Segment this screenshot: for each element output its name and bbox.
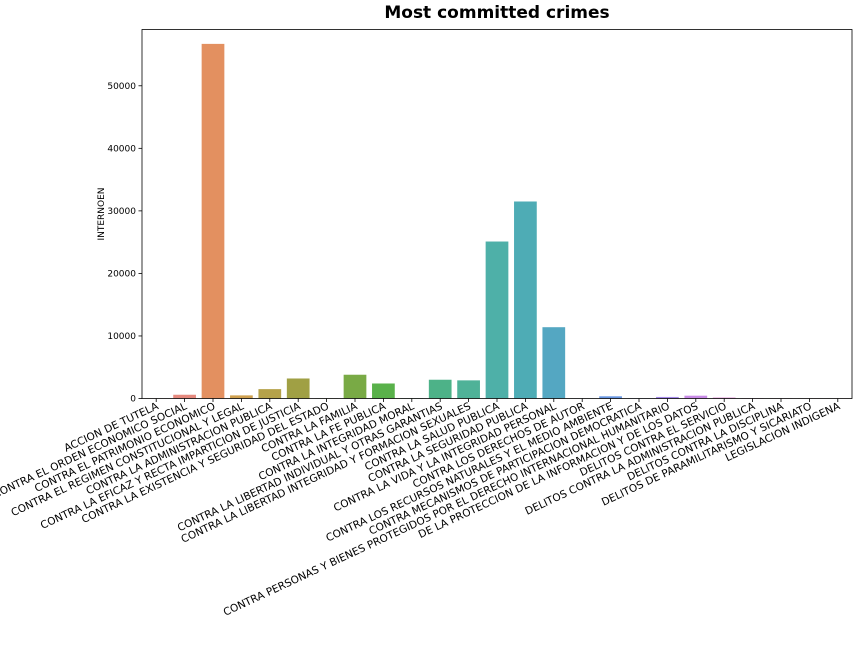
bar xyxy=(201,43,225,399)
bar xyxy=(684,395,708,399)
bar xyxy=(258,389,282,399)
bar xyxy=(656,396,679,399)
bar xyxy=(712,397,736,399)
y-tick-label: 10000 xyxy=(107,332,136,342)
bar xyxy=(230,395,253,399)
bar xyxy=(343,374,367,399)
bar xyxy=(485,241,509,399)
y-tick-label: 0 xyxy=(130,395,136,405)
y-axis-ticks: 0 10000 20000 30000 40000 50000 xyxy=(107,82,142,405)
bar xyxy=(514,201,537,399)
bar xyxy=(286,378,310,399)
y-axis-label: INTERNOEN xyxy=(97,187,107,240)
bar xyxy=(428,379,452,399)
y-tick-label: 50000 xyxy=(107,82,136,92)
bar xyxy=(372,383,395,399)
y-tick-label: 20000 xyxy=(107,269,136,279)
bar xyxy=(542,327,566,399)
y-tick-label: 30000 xyxy=(107,207,136,217)
bar xyxy=(599,396,622,399)
bar xyxy=(173,394,196,399)
bar xyxy=(457,380,480,399)
bars-group xyxy=(144,43,850,399)
y-tick-label: 40000 xyxy=(107,144,136,154)
plot-frame xyxy=(141,29,853,399)
chart-title: Most committed crimes xyxy=(384,3,609,23)
